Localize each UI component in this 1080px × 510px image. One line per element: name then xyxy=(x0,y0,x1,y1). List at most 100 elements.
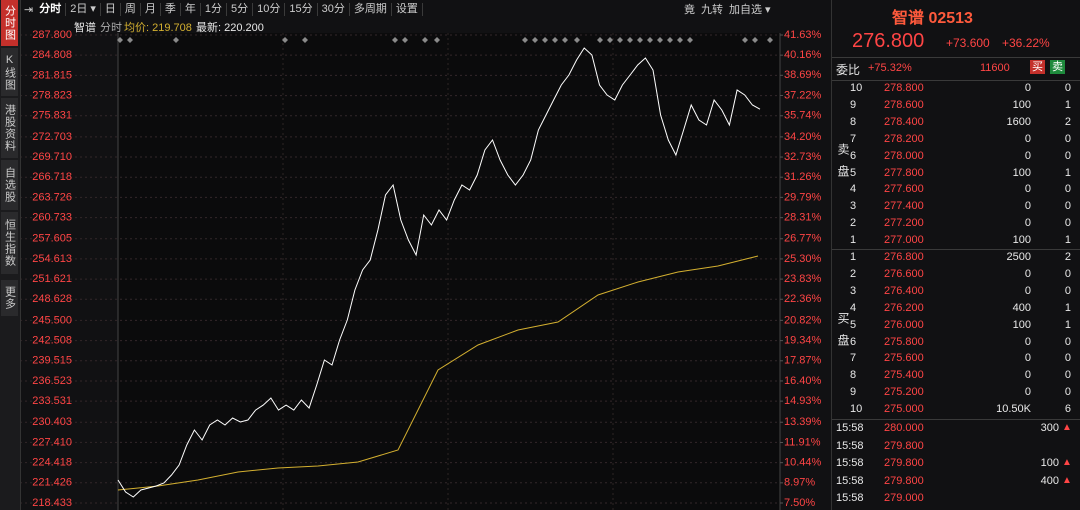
trade-volume: 100 xyxy=(1040,457,1059,470)
order-volume: 0 xyxy=(1024,267,1031,280)
signal-diamond xyxy=(127,37,133,43)
y2-tick-label: 25.30% xyxy=(784,253,822,265)
y2-tick-label: 10.44% xyxy=(784,457,822,469)
latest-price: 最新: 220.200 xyxy=(196,22,264,34)
panel-icon[interactable]: ⇥ xyxy=(24,3,34,16)
price-change: +73.600 xyxy=(946,36,990,50)
order-volume: 100 xyxy=(1012,98,1031,111)
y-tick-label: 260.733 xyxy=(32,212,72,224)
order-count: 0 xyxy=(1064,386,1071,399)
order-volume: 0 xyxy=(1024,284,1031,297)
y2-tick-label: 13.39% xyxy=(784,416,822,428)
y-tick-label: 257.605 xyxy=(32,233,72,245)
y-tick-label: 233.531 xyxy=(32,395,72,407)
y2-tick-label: 7.50% xyxy=(784,497,815,509)
sell-button[interactable]: 卖 xyxy=(1050,60,1065,74)
side-tab[interactable]: 更多 xyxy=(1,280,18,316)
toolbar-right-item[interactable]: 竟 xyxy=(684,4,695,16)
ratio-diff: 11600 xyxy=(980,62,1010,74)
y2-tick-label: 28.31% xyxy=(784,212,822,224)
y-tick-label: 248.628 xyxy=(32,293,72,305)
y2-tick-label: 31.26% xyxy=(784,171,822,183)
level: 6 xyxy=(850,149,857,162)
y2-tick-label: 41.63% xyxy=(784,29,822,41)
level: 3 xyxy=(850,284,857,297)
toolbar-right: 竟九转 加自选 ▾ xyxy=(684,0,771,18)
level: 10 xyxy=(850,82,863,94)
toolbar-right-item[interactable]: 九转 xyxy=(701,4,723,16)
toolbar-right-item[interactable]: 加自选 ▾ xyxy=(729,4,771,16)
ratio-value: +75.32% xyxy=(868,62,912,74)
y2-tick-label: 8.97% xyxy=(784,477,815,489)
order-volume: 0 xyxy=(1024,149,1031,162)
buy-button[interactable]: 买 xyxy=(1030,60,1045,74)
y2-tick-label: 23.83% xyxy=(784,273,822,285)
toolbar-item[interactable]: 设置 xyxy=(392,2,423,16)
level: 10 xyxy=(850,403,863,416)
order-count: 1 xyxy=(1064,98,1071,111)
toolbar-item[interactable]: 周 xyxy=(121,2,141,16)
toolbar-item[interactable]: 年 xyxy=(181,2,201,16)
toolbar-item[interactable]: 分时 xyxy=(35,2,67,16)
order-price: 276.000 xyxy=(884,318,924,331)
toolbar-item[interactable]: 日 xyxy=(101,2,121,16)
order-count: 0 xyxy=(1064,200,1071,213)
order-price: 278.200 xyxy=(884,132,924,145)
y-tick-label: 224.418 xyxy=(32,457,72,469)
y-tick-label: 278.823 xyxy=(32,89,72,101)
buy-side-label: 买盘 xyxy=(836,312,850,356)
signal-diamond xyxy=(597,37,603,43)
side-tab[interactable]: 分时图 xyxy=(1,0,18,46)
order-price: 276.800 xyxy=(884,251,924,263)
trade-price: 279.800 xyxy=(884,439,924,452)
toolbar-item[interactable]: 10分 xyxy=(253,2,286,16)
signal-markers xyxy=(117,37,773,43)
signal-diamond xyxy=(637,37,643,43)
y2-tick-label: 38.69% xyxy=(784,69,822,81)
order-price: 275.000 xyxy=(884,403,924,416)
order-price: 277.000 xyxy=(884,234,924,247)
trade-time: 15:58 xyxy=(836,457,864,470)
toolbar-item[interactable]: 15分 xyxy=(285,2,318,16)
divider xyxy=(832,249,1080,250)
toolbar-item[interactable]: 2日 ▾ xyxy=(66,2,101,16)
order-count: 2 xyxy=(1064,115,1071,128)
signal-diamond xyxy=(302,37,308,43)
side-tabs: 分时图 K线图港股资料自选股恒生指数更多 xyxy=(0,0,21,510)
side-tab[interactable]: 恒生指数 xyxy=(1,212,18,274)
signal-diamond xyxy=(173,37,179,43)
y-tick-label: 254.613 xyxy=(32,253,72,265)
trade-price: 279.000 xyxy=(884,492,924,505)
toolbar-item[interactable]: 1分 xyxy=(201,2,228,16)
y-tick-label: 242.508 xyxy=(32,334,72,346)
y2-tick-label: 17.87% xyxy=(784,355,822,367)
signal-diamond xyxy=(742,37,748,43)
level: 4 xyxy=(850,301,857,314)
toolbar-item[interactable]: 月 xyxy=(141,2,161,16)
y-tick-label: 218.433 xyxy=(32,497,72,509)
order-count: 0 xyxy=(1064,369,1071,382)
trade-price: 279.800 xyxy=(884,457,924,470)
toolbar: ⇥ 分时 2日 ▾ 日周月季年 1分 5分 10分 15分 30分 多周期 设置 xyxy=(22,0,830,18)
side-tab[interactable]: 自选股 xyxy=(1,160,18,210)
y2-tick-label: 37.22% xyxy=(784,89,822,101)
y2-tick-label: 34.20% xyxy=(784,131,822,143)
y2-tick-label: 32.73% xyxy=(784,151,822,163)
level: 9 xyxy=(850,98,857,111)
signal-diamond xyxy=(752,37,758,43)
toolbar-item[interactable]: 30分 xyxy=(318,2,350,16)
toolbar-item[interactable]: 5分 xyxy=(227,2,254,16)
y2-tick-label: 29.79% xyxy=(784,191,822,203)
order-price: 278.000 xyxy=(884,149,924,162)
order-count: 0 xyxy=(1064,335,1071,348)
toolbar-item[interactable]: 多周期 xyxy=(350,2,392,16)
level: 1 xyxy=(850,251,857,263)
order-count: 0 xyxy=(1064,149,1071,162)
side-tab[interactable]: 港股资料 xyxy=(1,98,18,158)
side-tab[interactable]: K线图 xyxy=(1,48,18,96)
y-tick-label: 245.500 xyxy=(32,314,72,326)
toolbar-item[interactable]: 季 xyxy=(161,2,181,16)
order-price: 277.200 xyxy=(884,217,924,230)
trade-price: 279.800 xyxy=(884,474,924,487)
price-change-pct: +36.22% xyxy=(1002,36,1050,50)
